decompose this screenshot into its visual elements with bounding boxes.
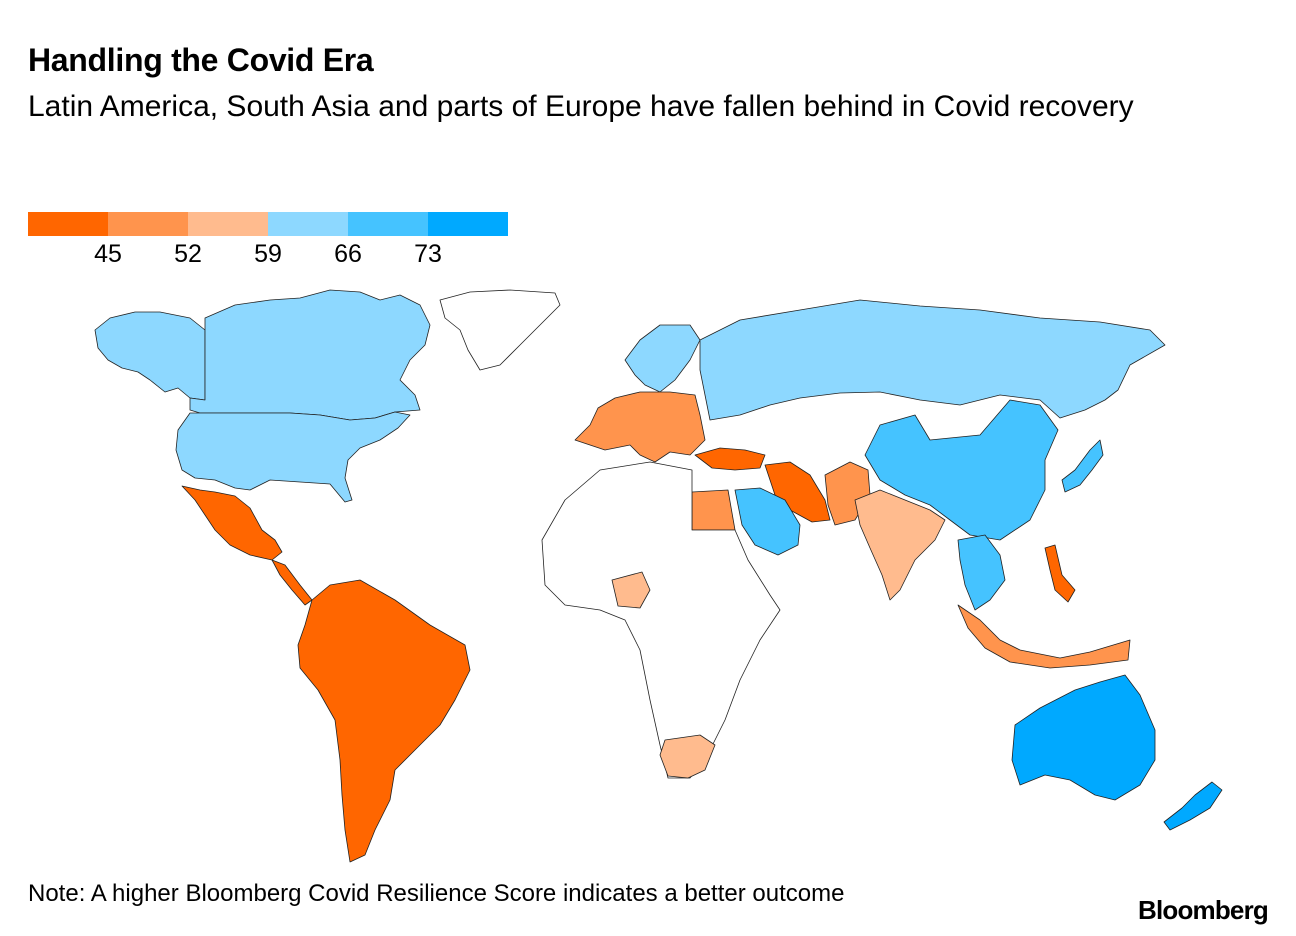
legend-tick: 52 bbox=[174, 240, 202, 268]
region-canada bbox=[189, 289, 431, 421]
region-india bbox=[854, 489, 946, 601]
region-turkey bbox=[694, 447, 766, 471]
legend-tick: 59 bbox=[254, 240, 282, 268]
legend-tick: 66 bbox=[334, 240, 362, 268]
chart-subtitle: Latin America, South Asia and parts of E… bbox=[28, 90, 1134, 123]
region-mexico bbox=[181, 485, 283, 561]
legend-swatch bbox=[428, 212, 508, 236]
legend-swatch bbox=[108, 212, 188, 236]
region-south-africa bbox=[659, 734, 716, 779]
region-iran bbox=[764, 461, 831, 523]
region-philippines bbox=[1044, 544, 1076, 603]
region-egypt bbox=[691, 489, 736, 531]
legend-bar bbox=[28, 212, 508, 236]
region-russia bbox=[699, 299, 1166, 421]
region-western-europe bbox=[574, 391, 706, 463]
legend-swatch bbox=[28, 212, 108, 236]
region-saudi-arabia bbox=[734, 487, 801, 556]
region-central-america bbox=[271, 559, 313, 606]
region-indonesia bbox=[957, 604, 1131, 669]
legend-tick: 45 bbox=[94, 240, 122, 268]
legend-tick: 73 bbox=[414, 240, 442, 268]
chart-note: Note: A higher Bloomberg Covid Resilienc… bbox=[28, 880, 845, 907]
region-greenland bbox=[439, 289, 561, 371]
legend-swatch bbox=[188, 212, 268, 236]
world-map bbox=[94, 289, 1223, 863]
region-nigeria bbox=[611, 571, 651, 609]
chart-title: Handling the Covid Era bbox=[28, 42, 374, 78]
region-australia bbox=[1011, 674, 1156, 801]
bloomberg-logo: Bloomberg bbox=[1137, 895, 1269, 925]
region-south-america bbox=[297, 579, 471, 863]
region-japan bbox=[1061, 439, 1104, 493]
region-united-states bbox=[175, 411, 411, 503]
region-china bbox=[864, 399, 1059, 541]
color-legend: 45 52 59 66 73 bbox=[28, 212, 508, 272]
legend-swatch bbox=[348, 212, 428, 236]
region-alaska bbox=[94, 311, 206, 401]
region-new-zealand bbox=[1163, 781, 1223, 831]
region-southeast-asia bbox=[957, 534, 1006, 611]
region-northern-europe bbox=[624, 324, 701, 393]
legend-swatch bbox=[268, 212, 348, 236]
